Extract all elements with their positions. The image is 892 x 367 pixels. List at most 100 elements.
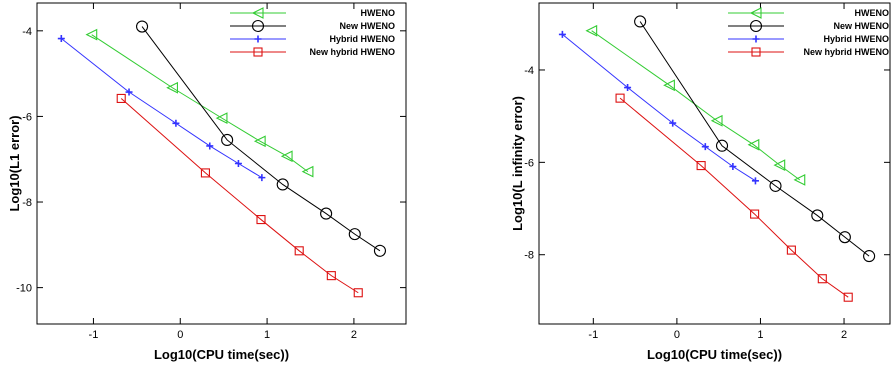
data-point xyxy=(353,288,363,298)
data-point xyxy=(750,209,760,219)
data-point xyxy=(634,15,647,28)
legend-item: HWENO xyxy=(230,7,395,19)
data-point xyxy=(136,20,149,33)
plot-frame xyxy=(36,2,407,325)
legend-label: New hybrid HWENO xyxy=(309,47,395,57)
data-point xyxy=(206,142,214,150)
data-point xyxy=(258,174,266,182)
series-hybrid-hweno xyxy=(57,35,266,182)
x-tick-label: 0 xyxy=(674,329,680,341)
y-axis-label: Log10(L1 error) xyxy=(7,115,22,211)
series-line xyxy=(562,34,756,182)
data-point xyxy=(348,228,361,241)
legend-label: Hybrid HWENO xyxy=(329,34,395,44)
data-point xyxy=(729,163,737,171)
data-point xyxy=(710,114,723,127)
data-point xyxy=(863,250,876,263)
series-line xyxy=(120,98,359,294)
y-tick-label: -8 xyxy=(524,250,534,262)
data-point xyxy=(669,119,677,127)
data-point xyxy=(85,28,98,41)
data-point xyxy=(838,231,851,244)
x-tick-label: 2 xyxy=(351,329,357,341)
series-hweno xyxy=(585,24,806,186)
series-line xyxy=(61,38,263,179)
data-point xyxy=(585,24,598,37)
legend-marker xyxy=(251,19,265,33)
data-point xyxy=(715,139,729,152)
x-axis-label: Log10(CPU time(sec)) xyxy=(647,347,782,362)
series-hweno xyxy=(85,28,314,178)
legend-marker xyxy=(751,47,761,57)
data-point xyxy=(221,133,234,147)
data-point xyxy=(301,165,314,178)
data-point xyxy=(280,150,293,163)
x-tick-label: 1 xyxy=(757,329,763,341)
legend-label: New HWENO xyxy=(833,21,889,31)
x-axis-label: Log10(CPU time(sec)) xyxy=(154,347,289,362)
legend-label: Hybrid HWENO xyxy=(823,34,889,44)
data-point xyxy=(253,135,266,148)
legend: HWENO New HWENO Hybrid HWENO New hybrid HWE… xyxy=(230,7,395,57)
y-tick-label: -10 xyxy=(16,283,32,295)
data-point xyxy=(326,271,336,281)
legend-label: New HWENO xyxy=(339,21,395,31)
data-point xyxy=(751,177,759,185)
series-hybrid-hweno xyxy=(558,30,759,185)
series-new-hweno xyxy=(634,15,876,263)
y-axis-label: Log10(L infinity error) xyxy=(510,96,525,231)
data-point xyxy=(234,160,242,167)
legend-item: New HWENO xyxy=(230,19,395,33)
series-line xyxy=(591,30,801,181)
x-tick-label: -1 xyxy=(89,329,99,341)
legend-item: New hybrid HWENO xyxy=(728,47,889,57)
data-point xyxy=(256,215,266,225)
y-tick-label: -8 xyxy=(22,197,32,209)
data-point xyxy=(166,81,178,94)
data-point xyxy=(125,88,133,96)
data-point xyxy=(696,161,706,171)
x-tick-label: -1 xyxy=(588,329,598,341)
data-point xyxy=(215,112,228,125)
series-line xyxy=(91,34,309,173)
data-point xyxy=(663,79,675,92)
legend-item: New HWENO xyxy=(728,19,889,33)
data-point xyxy=(624,84,632,92)
legend-label: New hybrid HWENO xyxy=(803,47,889,57)
legend-marker xyxy=(253,47,263,57)
data-point xyxy=(320,207,333,220)
x-tick-label: 1 xyxy=(264,329,270,341)
data-point xyxy=(558,30,566,38)
data-point xyxy=(793,174,806,186)
data-point xyxy=(701,143,709,151)
legend-item: Hybrid HWENO xyxy=(728,34,889,44)
y-tick-label: -4 xyxy=(22,26,32,38)
plot-frame xyxy=(538,2,891,325)
data-point xyxy=(615,93,625,103)
data-point xyxy=(172,119,180,127)
legend-marker xyxy=(749,7,762,19)
legend-item: HWENO xyxy=(728,7,890,19)
series-new-hybrid-hweno xyxy=(615,93,853,302)
linf-error-chart: -1 0 1 2 -8 -6 -4 Log10(CPU time(sec)) Log10(L i… xyxy=(510,2,891,362)
data-point xyxy=(843,292,853,302)
data-point xyxy=(786,245,796,255)
data-point xyxy=(276,178,289,191)
x-tick-label: 0 xyxy=(177,329,183,341)
legend: HWENO New HWENO Hybrid HWENO New hybrid HWE… xyxy=(728,7,890,57)
series-line xyxy=(619,97,849,298)
y-tick-label: -6 xyxy=(22,111,32,123)
data-point xyxy=(57,35,65,43)
data-point xyxy=(817,274,827,284)
data-point xyxy=(747,138,760,151)
data-point xyxy=(116,93,126,103)
series-new-hweno xyxy=(136,20,387,257)
data-point xyxy=(294,246,304,256)
legend-item: New hybrid HWENO xyxy=(230,47,395,57)
data-point xyxy=(200,168,210,178)
legend-label: HWENO xyxy=(855,8,890,18)
data-point xyxy=(769,179,782,192)
x-tick-label: 2 xyxy=(841,329,847,341)
